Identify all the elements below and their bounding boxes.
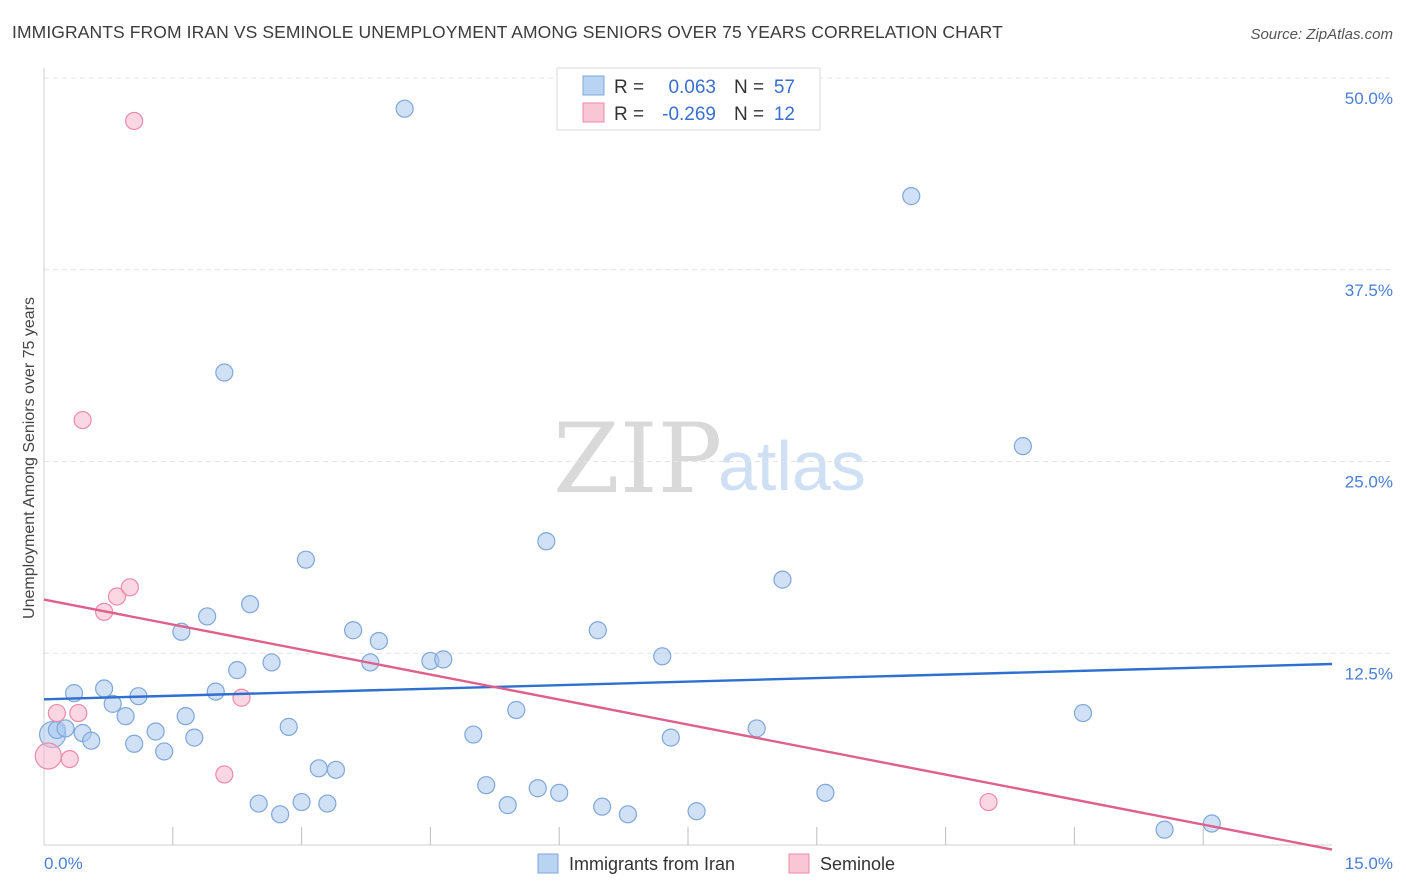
legend-swatch-iran (582, 75, 605, 96)
point-seminole (60, 749, 79, 769)
watermark-zip: ZIP (553, 403, 722, 515)
point-iran (588, 621, 607, 640)
legend-n-value-seminole: 12 (774, 104, 795, 125)
y-tick-label: 37.5% (1345, 281, 1393, 300)
point-iran (369, 631, 388, 651)
x-tick-label-min: 0.0% (44, 854, 83, 873)
y-axis-label: Unemployment Among Seniors over 75 years (21, 297, 38, 619)
point-iran (618, 805, 637, 824)
point-iran (309, 759, 328, 778)
point-iran (537, 532, 556, 551)
point-iran (593, 797, 612, 816)
point-seminole (34, 742, 62, 770)
trend-line-iran (43, 662, 1333, 701)
y-tick-label: 12.5% (1345, 664, 1393, 683)
trend-lines (43, 598, 1333, 851)
point-iran (279, 717, 298, 736)
point-seminole (120, 578, 139, 597)
point-iran (550, 783, 569, 802)
gridlines (44, 77, 1392, 654)
point-iran (661, 728, 680, 747)
point-iran (103, 694, 122, 713)
y-tick-labels: 12.5% 25.0% 37.5% 50.0% (1345, 89, 1393, 683)
x-tick-label-max: 15.0% (1345, 854, 1393, 873)
point-iran (902, 187, 921, 206)
point-iran (198, 607, 217, 626)
point-iran (434, 650, 453, 669)
legend-n-value-iran: 57 (774, 77, 795, 98)
point-iran (747, 719, 766, 738)
point-iran (249, 794, 268, 813)
point-iran (185, 728, 204, 747)
series-legend-swatch-iran (537, 853, 559, 874)
point-iran (215, 363, 234, 382)
point-iran (125, 734, 144, 753)
point-iran (773, 570, 792, 589)
point-iran (528, 779, 547, 798)
point-iran (146, 722, 165, 741)
point-iran (653, 647, 672, 666)
series-legend-label-seminole: Seminole (820, 854, 895, 874)
point-iran (318, 794, 337, 813)
point-seminole (69, 703, 88, 723)
legend-r-label-seminole: R = (614, 104, 644, 125)
point-iran (326, 760, 346, 779)
point-iran (116, 707, 135, 726)
point-iran (1013, 437, 1032, 456)
point-iran (687, 802, 706, 821)
point-iran (292, 792, 311, 812)
point-iran (262, 653, 281, 672)
series-legend: Immigrants from Iran Seminole (537, 853, 895, 874)
point-iran (56, 719, 75, 738)
trend-line-seminole (43, 598, 1333, 851)
chart-title: IMMIGRANTS FROM IRAN VS SEMINOLE UNEMPLO… (12, 22, 1003, 42)
legend-r-value-seminole: -0.269 (662, 104, 716, 125)
watermark-atlas: atlas (718, 427, 866, 505)
series-legend-swatch-seminole (788, 853, 810, 874)
point-iran (206, 682, 225, 701)
point-iran (228, 661, 247, 680)
point-seminole (47, 703, 66, 723)
point-iran (477, 776, 496, 795)
legend-n-label-iran: N = (734, 77, 764, 98)
point-iran (464, 725, 483, 744)
point-iran (271, 805, 290, 824)
x-axis-ticks (172, 827, 1204, 845)
point-seminole (232, 688, 251, 707)
point-iran (95, 679, 114, 698)
point-iran (1155, 820, 1174, 839)
point-iran (296, 550, 315, 569)
point-seminole (125, 111, 144, 131)
point-iran (498, 796, 517, 815)
point-seminole (215, 765, 234, 784)
point-iran (1202, 814, 1221, 833)
point-seminole (107, 587, 127, 606)
stats-legend: R = 0.063 N = 57 R = -0.269 N = 12 (556, 67, 821, 131)
point-iran (176, 707, 195, 726)
legend-swatch-seminole (582, 102, 605, 123)
point-iran (240, 595, 260, 614)
legend-n-label-seminole: N = (734, 104, 764, 125)
legend-r-label-iran: R = (614, 77, 644, 98)
point-iran (1073, 703, 1093, 723)
point-iran (507, 700, 526, 720)
point-iran (82, 731, 101, 750)
y-tick-label: 25.0% (1345, 473, 1393, 492)
point-iran (395, 99, 414, 118)
point-iran (155, 742, 174, 761)
point-iran (816, 783, 835, 802)
point-seminole (73, 410, 92, 430)
y-tick-label: 50.0% (1345, 89, 1393, 108)
legend-r-value-iran: 0.063 (668, 77, 716, 98)
point-seminole (979, 792, 998, 812)
point-iran (344, 621, 363, 640)
series-legend-label-iran: Immigrants from Iran (569, 854, 735, 874)
scatter-points (34, 99, 1221, 839)
chart-source: Source: ZipAtlas.com (1250, 26, 1393, 43)
